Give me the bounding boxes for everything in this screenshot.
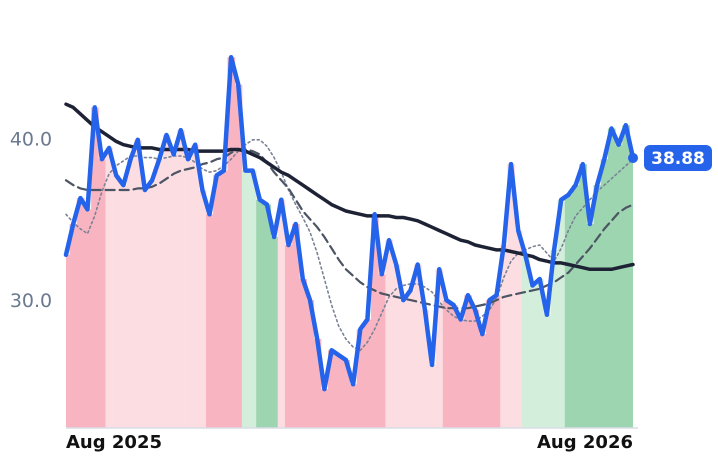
zone-bar — [98, 159, 106, 428]
zone-bar — [263, 204, 272, 428]
zone-bar — [392, 264, 401, 428]
zone-bar — [105, 147, 114, 428]
zone-bar — [514, 230, 523, 428]
zone-bar — [435, 269, 444, 428]
zone-bar — [378, 274, 386, 428]
zone-bar — [406, 290, 415, 428]
zone-bar — [521, 254, 530, 428]
zone-bar — [141, 190, 150, 428]
zone-bar — [177, 130, 185, 428]
zone-bar — [536, 279, 544, 428]
zone-bar — [550, 249, 559, 428]
zone-bar — [134, 139, 142, 428]
zone-bar — [155, 159, 164, 428]
zone-bar — [184, 159, 193, 428]
zone-bar — [615, 144, 623, 428]
zone-bar — [256, 199, 264, 428]
zone-bar — [428, 364, 437, 428]
zone-bar — [127, 159, 135, 428]
value-badge-label: 38.88 — [651, 149, 705, 169]
zone-bar — [557, 199, 566, 428]
zone-bars — [66, 57, 633, 428]
last-point — [628, 152, 638, 163]
zone-bar — [564, 194, 573, 428]
zone-bar — [320, 389, 329, 428]
zone-bar — [191, 144, 200, 428]
zone-bar — [66, 254, 71, 428]
zone-bar — [227, 57, 236, 428]
zone-bar — [112, 175, 121, 428]
zone-bar — [213, 175, 221, 428]
zone-bar — [571, 185, 580, 428]
zone-bar — [306, 300, 315, 428]
y-tick-label: 40.0 — [10, 128, 52, 150]
zone-bar — [464, 295, 473, 428]
price-line — [63, 54, 636, 392]
value-badge — [644, 144, 712, 171]
zone-bar — [421, 309, 429, 428]
zone-bar — [277, 199, 286, 428]
zone-bar — [198, 190, 207, 428]
zone-bar — [83, 209, 92, 428]
moving-average — [64, 148, 635, 310]
zone-bar — [327, 350, 336, 428]
zone-bar — [528, 285, 537, 428]
zone-bar — [170, 154, 178, 428]
zone-bar — [600, 159, 609, 428]
zone-bar — [342, 360, 350, 428]
zone-bar — [586, 224, 595, 428]
zone-bar — [449, 304, 458, 428]
zone-bar — [69, 224, 78, 428]
zone-bar — [485, 300, 494, 428]
zone-bar — [579, 164, 587, 428]
zone-bar — [356, 329, 365, 428]
zone-bar — [241, 170, 250, 428]
zone-bar — [299, 279, 307, 428]
zone-bar — [371, 214, 379, 428]
zone-bar — [292, 224, 300, 428]
zone-bar — [335, 355, 343, 428]
zone-bar — [607, 128, 616, 428]
zone-bar — [270, 236, 279, 428]
zone-bar — [493, 295, 501, 428]
zone-bar — [385, 240, 394, 428]
zone-bar — [148, 180, 157, 428]
zone-bar — [313, 338, 322, 428]
zone-bar — [399, 300, 408, 428]
zone-bar — [234, 84, 243, 428]
zone-bar — [622, 125, 630, 428]
zone-bar — [471, 309, 480, 428]
zone-bar — [220, 170, 228, 428]
zone-bar — [76, 198, 85, 428]
zone-bar — [543, 314, 551, 428]
zone-bar — [500, 245, 508, 428]
zone-bar — [349, 384, 358, 428]
zone-bar — [91, 107, 99, 428]
zone-bar — [249, 170, 257, 428]
zone-bar — [629, 157, 633, 428]
zone-bar — [119, 185, 128, 428]
zone-bar — [478, 334, 487, 428]
zone-bar — [284, 245, 293, 428]
zone-bar — [363, 319, 372, 428]
zone-bar — [442, 300, 451, 428]
x-tick-label: Aug 2025 — [66, 432, 162, 453]
zone-bar — [457, 319, 465, 428]
y-tick-label: 30.0 — [10, 290, 52, 312]
zone-bar — [162, 134, 171, 428]
zone-bar — [593, 185, 602, 428]
zone-bar — [414, 264, 422, 428]
zone-bar — [205, 214, 214, 428]
x-tick-label: Aug 2026 — [537, 432, 633, 453]
